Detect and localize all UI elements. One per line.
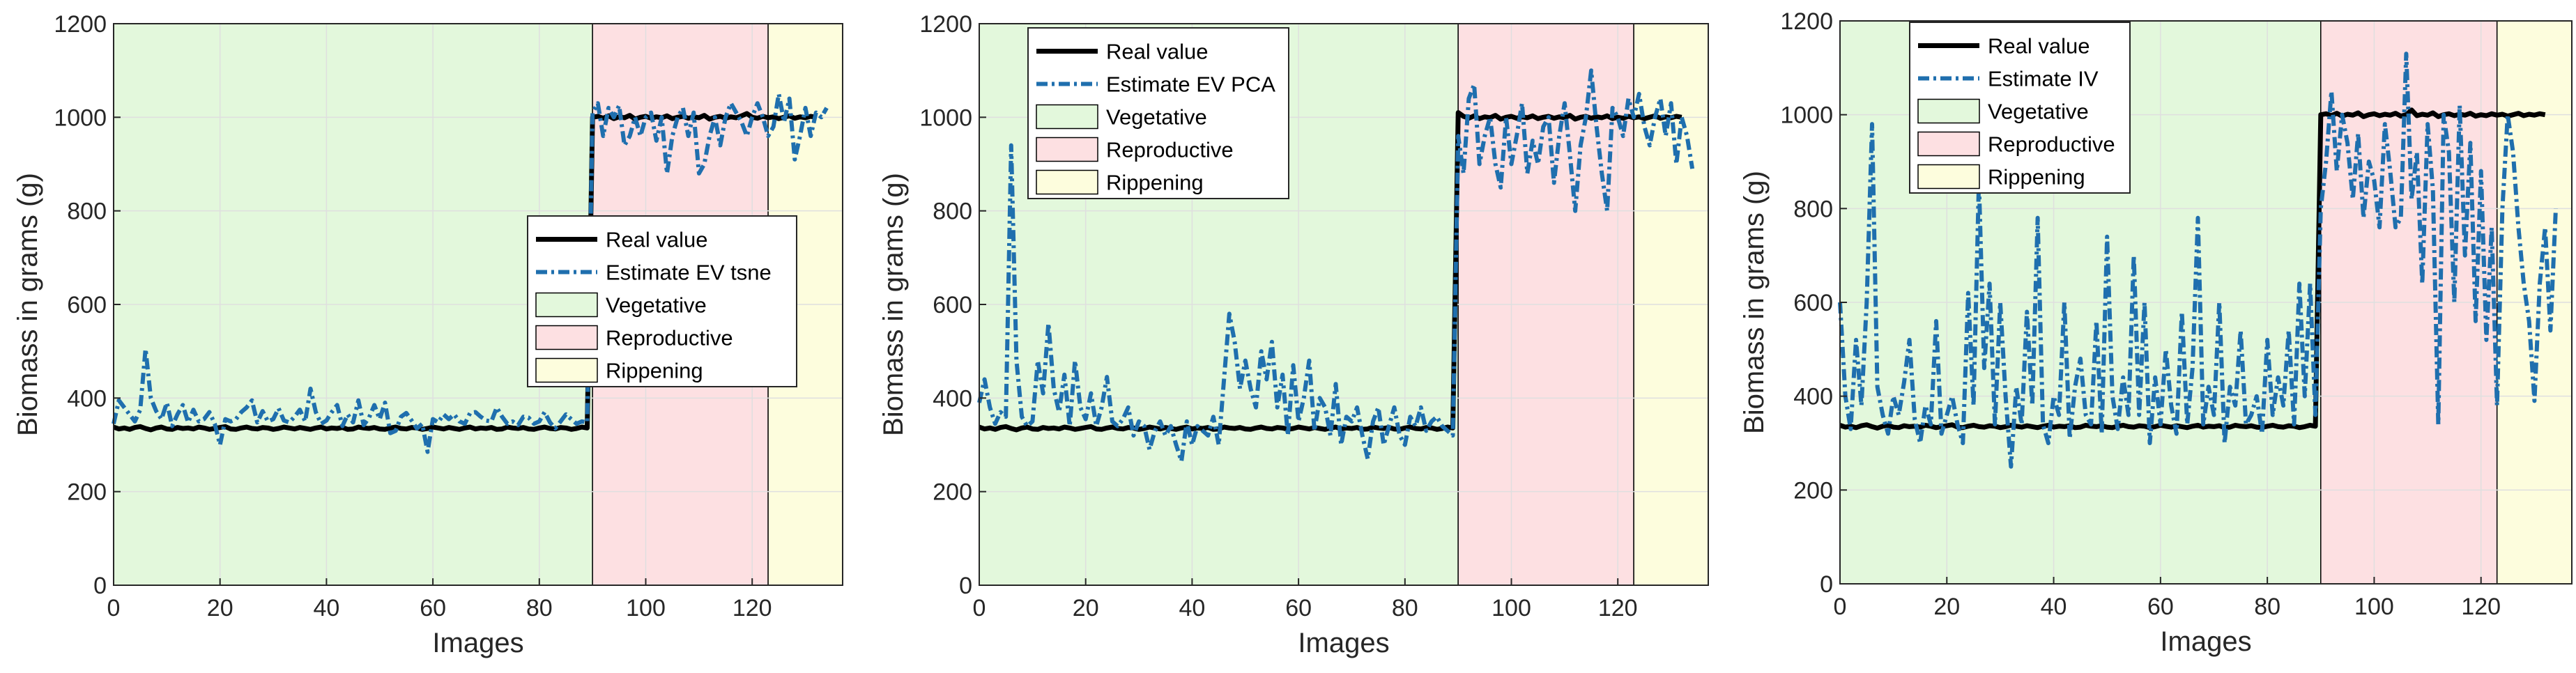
y-tick-label: 400 — [1793, 384, 1833, 410]
legend-swatch-region — [535, 357, 598, 383]
y-tick-label: 1000 — [919, 105, 972, 131]
x-tick-label: 0 — [107, 595, 121, 621]
x-tick-label: 20 — [1073, 595, 1099, 621]
chart-panel-2: 0 200 400 600 800 1000 1200 0 20 40 60 80 100 120 Imag… — [878, 11, 1709, 658]
y-tick-label: 800 — [67, 199, 107, 225]
y-tick-label: 400 — [67, 385, 107, 412]
x-tick-label: 120 — [733, 595, 772, 621]
y-axis-label: Biomass in grams (g) — [878, 173, 909, 436]
x-axis-label: Images — [1298, 628, 1389, 658]
x-tick-label: 40 — [313, 595, 339, 621]
legend-entry: Real value — [606, 228, 707, 252]
legend-entry: Rippening — [1988, 165, 2085, 189]
y-tick-label: 800 — [933, 199, 972, 225]
x-tick-label: 20 — [207, 595, 233, 621]
legend-entry: Estimate IV — [1988, 67, 2099, 91]
x-tick-label: 100 — [2354, 594, 2394, 620]
x-tick-label: 20 — [1933, 594, 1960, 620]
x-tick-label: 120 — [1598, 595, 1638, 621]
x-tick-label: 40 — [1179, 595, 1205, 621]
x-axis-label: Images — [432, 628, 523, 658]
legend-entry: Estimate EV PCA — [1106, 72, 1275, 97]
x-tick-label: 60 — [2147, 594, 2174, 620]
y-tick-label: 0 — [93, 573, 107, 599]
legend-swatch-region — [1036, 104, 1098, 130]
legend-entry: Reproductive — [1988, 132, 2115, 157]
legend-entry: Rippening — [606, 359, 703, 383]
legend-entry: Real value — [1106, 40, 1208, 64]
y-tick-label: 1000 — [54, 105, 107, 131]
estimate-series-line — [977, 68, 1695, 463]
estimate-series-line — [112, 91, 829, 454]
legend: Real value Estimate IV Vegetative Reproduct… — [1909, 22, 2131, 194]
y-tick-label: 1200 — [919, 11, 972, 38]
x-tick-label: 80 — [526, 595, 553, 621]
x-axis-label: Images — [2160, 626, 2251, 657]
x-tick-label: 100 — [1492, 595, 1531, 621]
legend-entry: Vegetative — [606, 293, 707, 318]
real-value-series-line — [112, 111, 817, 433]
y-tick-label: 1200 — [54, 11, 107, 38]
x-tick-label: 60 — [420, 595, 446, 621]
estimate-series-line — [1838, 52, 2558, 469]
y-tick-label: 800 — [1793, 196, 1833, 222]
legend-entry: Vegetative — [1988, 100, 2089, 124]
y-tick-label: 400 — [933, 385, 972, 412]
legend-entry: Vegetative — [1106, 105, 1207, 130]
y-tick-label: 1200 — [1780, 8, 1833, 35]
legend: Real value Estimate EV tsne Vegetative Repr… — [527, 215, 797, 387]
legend-swatch-region — [1917, 164, 1980, 189]
y-tick-label: 200 — [1793, 477, 1833, 504]
y-tick-label: 600 — [67, 292, 107, 318]
y-tick-label: 200 — [933, 479, 972, 506]
legend-swatch-region — [1917, 131, 1980, 157]
chart-panel-1: 0 200 400 600 800 1000 1200 0 20 40 60 80 100 120 Imag… — [13, 11, 843, 658]
y-tick-label: 600 — [1793, 290, 1833, 316]
legend-entry: Reproductive — [606, 326, 733, 350]
legend-entry: Real value — [1988, 34, 2090, 59]
legend: Real value Estimate EV PCA Vegetative Repro… — [1027, 27, 1289, 199]
y-tick-label: 0 — [959, 573, 972, 599]
y-axis-label: Biomass in grams (g) — [1739, 171, 1770, 434]
x-tick-label: 0 — [973, 595, 986, 621]
legend-entry: Rippening — [1106, 171, 1204, 195]
x-tick-label: 120 — [2461, 594, 2501, 620]
y-tick-label: 600 — [933, 292, 972, 318]
legend-swatch-region — [535, 325, 598, 350]
y-tick-label: 200 — [67, 479, 107, 506]
y-axis-label: Biomass in grams (g) — [13, 173, 43, 436]
chart-panel-3: 0 200 400 600 800 1000 1200 0 20 40 60 80 100 120 Imag… — [1739, 8, 2573, 657]
legend-entry: Estimate EV tsne — [606, 261, 772, 285]
legend-swatch-region — [1036, 137, 1098, 162]
legend-swatch-region — [1917, 98, 1980, 124]
x-tick-label: 40 — [2041, 594, 2067, 620]
x-tick-label: 100 — [626, 595, 666, 621]
x-tick-label: 80 — [2254, 594, 2280, 620]
y-tick-label: 1000 — [1780, 102, 1833, 129]
x-tick-label: 0 — [1834, 594, 1847, 620]
legend-swatch-region — [1036, 169, 1098, 195]
legend-swatch-region — [535, 292, 598, 318]
legend-entry: Reproductive — [1106, 138, 1234, 162]
x-tick-label: 80 — [1392, 595, 1418, 621]
x-tick-label: 60 — [1285, 595, 1312, 621]
y-tick-label: 0 — [1820, 571, 1833, 598]
